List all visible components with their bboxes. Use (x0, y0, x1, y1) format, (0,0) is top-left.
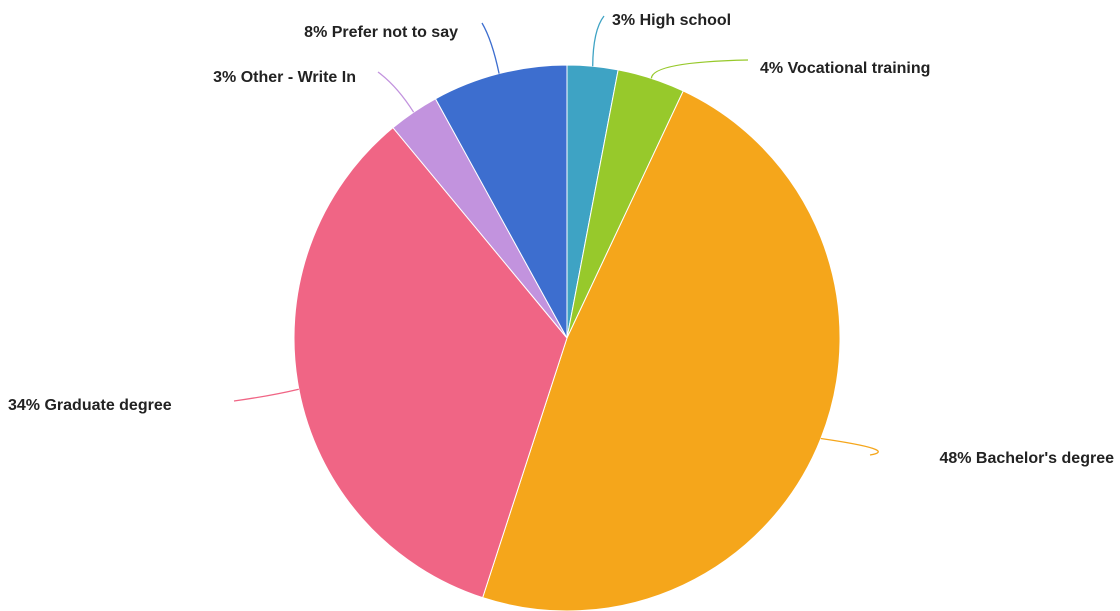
label-other-write-in: 3% Other - Write In (213, 69, 356, 86)
leader-line-vocational-training (650, 59, 749, 79)
leader-line-graduate-degree (233, 388, 299, 402)
label-bachelors-degree: 48% Bachelor's degree (939, 450, 1114, 467)
leader-line-bachelor-s-degree (820, 437, 879, 456)
label-graduate-degree: 34% Graduate degree (8, 397, 172, 414)
leader-line-high-school (592, 15, 605, 67)
label-prefer-not-to-say: 8% Prefer not to say (304, 24, 458, 41)
pie-slices (293, 64, 841, 611)
leader-line-other-write-in (377, 71, 415, 113)
pie-slice-graduate-degree (293, 126, 568, 599)
leader-line-prefer-not-to-say (481, 22, 500, 74)
label-vocational-training: 4% Vocational training (760, 60, 930, 77)
leader-lines (233, 15, 879, 456)
label-high-school: 3% High school (612, 12, 731, 29)
